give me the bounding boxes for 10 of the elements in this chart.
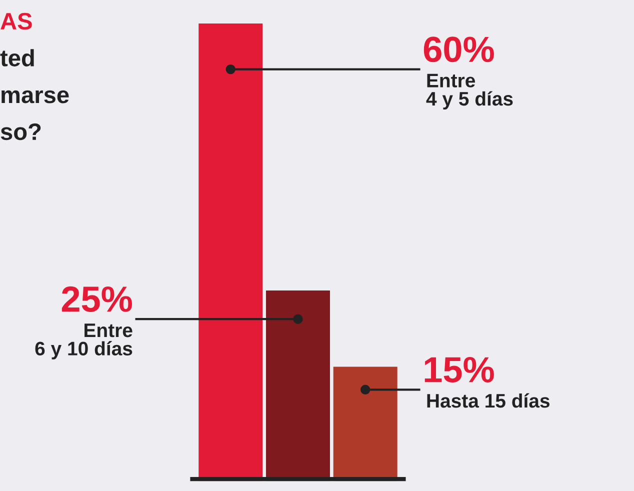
text: so? <box>0 123 41 140</box>
text: ted <box>0 49 34 66</box>
text: AS <box>0 12 32 30</box>
text: Hasta 15 días <box>427 393 550 408</box>
text: marse <box>2 90 69 104</box>
data-label: 15% <box>424 357 494 383</box>
text: Entre 6 y 10 días <box>35 324 132 360</box>
data-label: 25% <box>62 286 132 312</box>
text: Entre 4 y 5 días <box>426 74 513 110</box>
data-label: 60% <box>424 36 494 62</box>
